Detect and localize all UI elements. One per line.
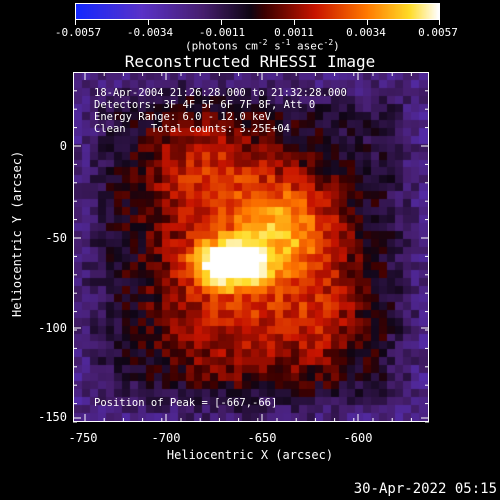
y-axis-label: Heliocentric Y (arcsec): [10, 150, 24, 317]
y-tick-label: -100: [38, 321, 67, 335]
colorbar: [75, 3, 440, 20]
colorbar-tick: [221, 20, 222, 25]
info-energy-range: Energy Range: 6.0 - 12.0 keV: [94, 111, 272, 123]
colorbar-tick-label: 0.0057: [418, 26, 458, 39]
colorbar-tick: [148, 20, 149, 25]
plot-title: Reconstructed RHESSI Image: [124, 52, 376, 71]
colorbar-tick: [75, 20, 76, 25]
rhessi-image: [74, 73, 428, 421]
info-detectors: Detectors: 3F 4F 5F 6F 7F 8F, Att 0: [94, 99, 316, 111]
x-tick-label: -750: [68, 431, 98, 445]
colorbar-tick-label: 0.0034: [346, 26, 386, 39]
x-tick-label: -700: [151, 431, 181, 445]
colorbar-tick-label: -0.0011: [198, 26, 246, 39]
peak-position-label: Position of Peak = [-667,-66]: [94, 397, 278, 409]
colorbar-units: (photons cm-2 s-1 asec-2): [185, 38, 340, 53]
info-time-range: 18-Apr-2004 21:26:28.000 to 21:32:28.000: [94, 87, 347, 99]
colorbar-tick-label: -0.0057: [54, 26, 102, 39]
y-tick-label: -150: [38, 410, 67, 424]
colorbar-gradient: [76, 4, 439, 19]
colorbar-tick-label: 0.0011: [274, 26, 314, 39]
colorbar-tick: [439, 20, 440, 25]
x-axis-label: Heliocentric X (arcsec): [166, 448, 334, 462]
image-plot-area: 18-Apr-2004 21:26:28.000 to 21:32:28.000…: [73, 72, 429, 422]
x-tick-label: -650: [247, 431, 277, 445]
timestamp: 30-Apr-2022 05:15: [353, 481, 497, 497]
info-total-counts: Clean Total counts: 3.25E+04: [94, 123, 290, 135]
x-tick-label: -600: [343, 431, 373, 445]
y-tick-label: -50: [45, 231, 67, 245]
colorbar-tick: [367, 20, 368, 25]
colorbar-tick-label: -0.0034: [126, 26, 174, 39]
y-tick-label: 0: [59, 139, 67, 153]
colorbar-tick: [294, 20, 295, 25]
